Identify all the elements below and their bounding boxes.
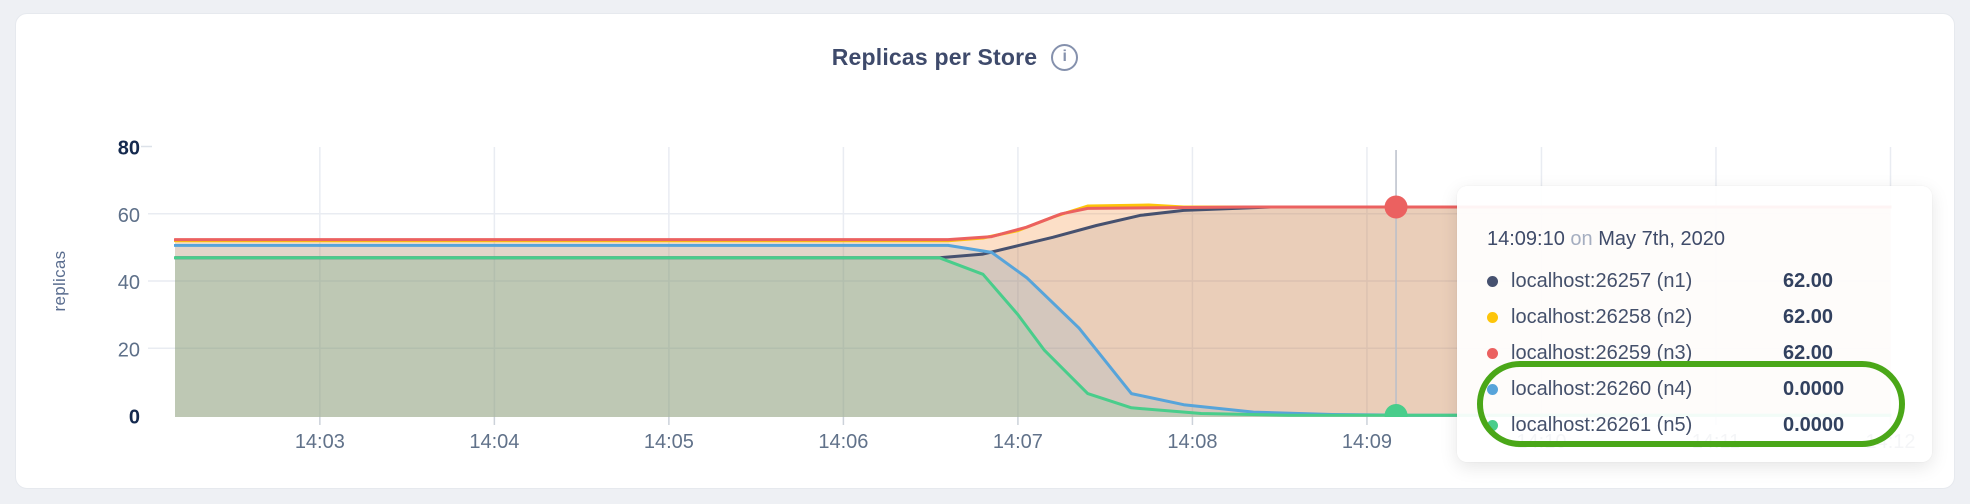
x-tick-label: 14:04	[469, 431, 519, 453]
tooltip-series-row: localhost:26260 (n4) 0.0000	[1487, 371, 1902, 407]
series-color-dot-icon	[1487, 311, 1498, 323]
series-line-n1	[174, 205, 1892, 260]
y-tick-label: 40	[118, 272, 140, 294]
tooltip-series-row: localhost:26259 (n3) 62.00	[1487, 335, 1902, 371]
series-line-n3	[174, 205, 1892, 242]
series-label: localhost:26261 (n5)	[1511, 413, 1693, 436]
y-tick-label: 20	[118, 339, 140, 361]
series-value: 62.00	[1783, 269, 1834, 292]
series-color-dot-icon	[1487, 383, 1498, 395]
series-color-dot-icon	[1487, 419, 1498, 431]
tooltip-time: 14:09:10	[1487, 228, 1565, 250]
info-circle-icon[interactable]: i	[1051, 43, 1079, 71]
x-tick-label: 14:03	[295, 431, 345, 453]
y-tick-label: 0	[129, 407, 140, 429]
tooltip-header: 14:09:10 on May 7th, 2020	[1487, 226, 1902, 252]
series-color-dot-icon	[1487, 347, 1498, 359]
tooltip-series-row: localhost:26258 (n2) 62.00	[1487, 299, 1902, 335]
series-label: localhost:26258 (n2)	[1511, 305, 1693, 328]
hover-dot	[1384, 404, 1408, 417]
x-tick-label: 14:05	[644, 431, 694, 453]
y-tick-label: 80	[118, 138, 140, 160]
series-value: 0.0000	[1783, 413, 1845, 436]
tooltip-date: May 7th, 2020	[1598, 228, 1725, 250]
series-label: localhost:26259 (n3)	[1511, 341, 1693, 364]
series-color-dot-icon	[1487, 275, 1498, 287]
chart-title: Replicas per Store	[831, 43, 1038, 70]
chart-header: Replicas per Store i	[0, 40, 1910, 74]
series-value: 0.0000	[1783, 377, 1845, 400]
hover-dot	[1384, 195, 1408, 219]
tooltip-series-list: localhost:26257 (n1) 62.00 localhost:26258…	[1487, 263, 1902, 443]
x-tick-label: 14:08	[1167, 431, 1217, 453]
x-tick-label: 14:07	[993, 431, 1043, 453]
x-tick-label: 14:09	[1342, 431, 1392, 453]
x-tick-label: 14:06	[818, 431, 868, 453]
series-value: 62.00	[1783, 305, 1834, 328]
series-value: 62.00	[1783, 341, 1834, 364]
y-tick-label: 60	[118, 205, 140, 227]
series-area-n4	[175, 245, 1891, 417]
series-label: localhost:26260 (n4)	[1511, 377, 1693, 400]
tooltip-series-row: localhost:26257 (n1) 62.00	[1487, 263, 1902, 299]
hover-dots	[1384, 195, 1408, 417]
series-label: localhost:26257 (n1)	[1511, 269, 1693, 292]
series-area-n5	[175, 257, 1891, 417]
series-line-n5	[174, 256, 1892, 417]
tooltip-connector: on	[1570, 228, 1593, 250]
chart-tooltip: 14:09:10 on May 7th, 2020 localhost:2625…	[1457, 186, 1932, 462]
tooltip-series-row: localhost:26261 (n5) 0.0000	[1487, 407, 1902, 443]
